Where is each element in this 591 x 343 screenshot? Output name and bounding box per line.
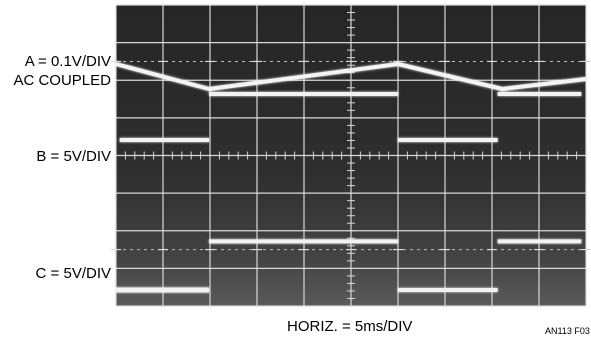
trace-group <box>115 62 587 293</box>
x-axis-label: HORIZ. = 5ms/DIV <box>287 318 413 335</box>
trace-a-scale-label: A = 0.1V/DIV <box>24 53 111 70</box>
trace-b-scale-label: B = 5V/DIV <box>36 148 111 165</box>
graticule <box>111 4 591 307</box>
figure-id: AN113 F03 <box>545 326 590 336</box>
trace-a-coupling-label: AC COUPLED <box>13 72 111 89</box>
trace-a-line <box>115 62 587 91</box>
trace-c-scale-label: C = 5V/DIV <box>35 265 111 282</box>
